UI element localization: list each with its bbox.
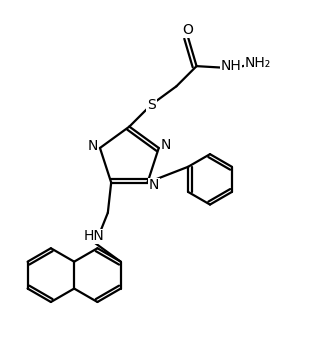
Text: N: N	[161, 138, 171, 152]
Text: N: N	[86, 139, 97, 153]
Text: NH₂: NH₂	[245, 56, 271, 70]
Text: S: S	[147, 98, 156, 112]
Text: N: N	[149, 178, 160, 192]
Text: N: N	[87, 139, 98, 153]
Text: NH: NH	[221, 59, 242, 73]
Text: O: O	[183, 23, 194, 37]
Text: HN: HN	[83, 229, 104, 243]
